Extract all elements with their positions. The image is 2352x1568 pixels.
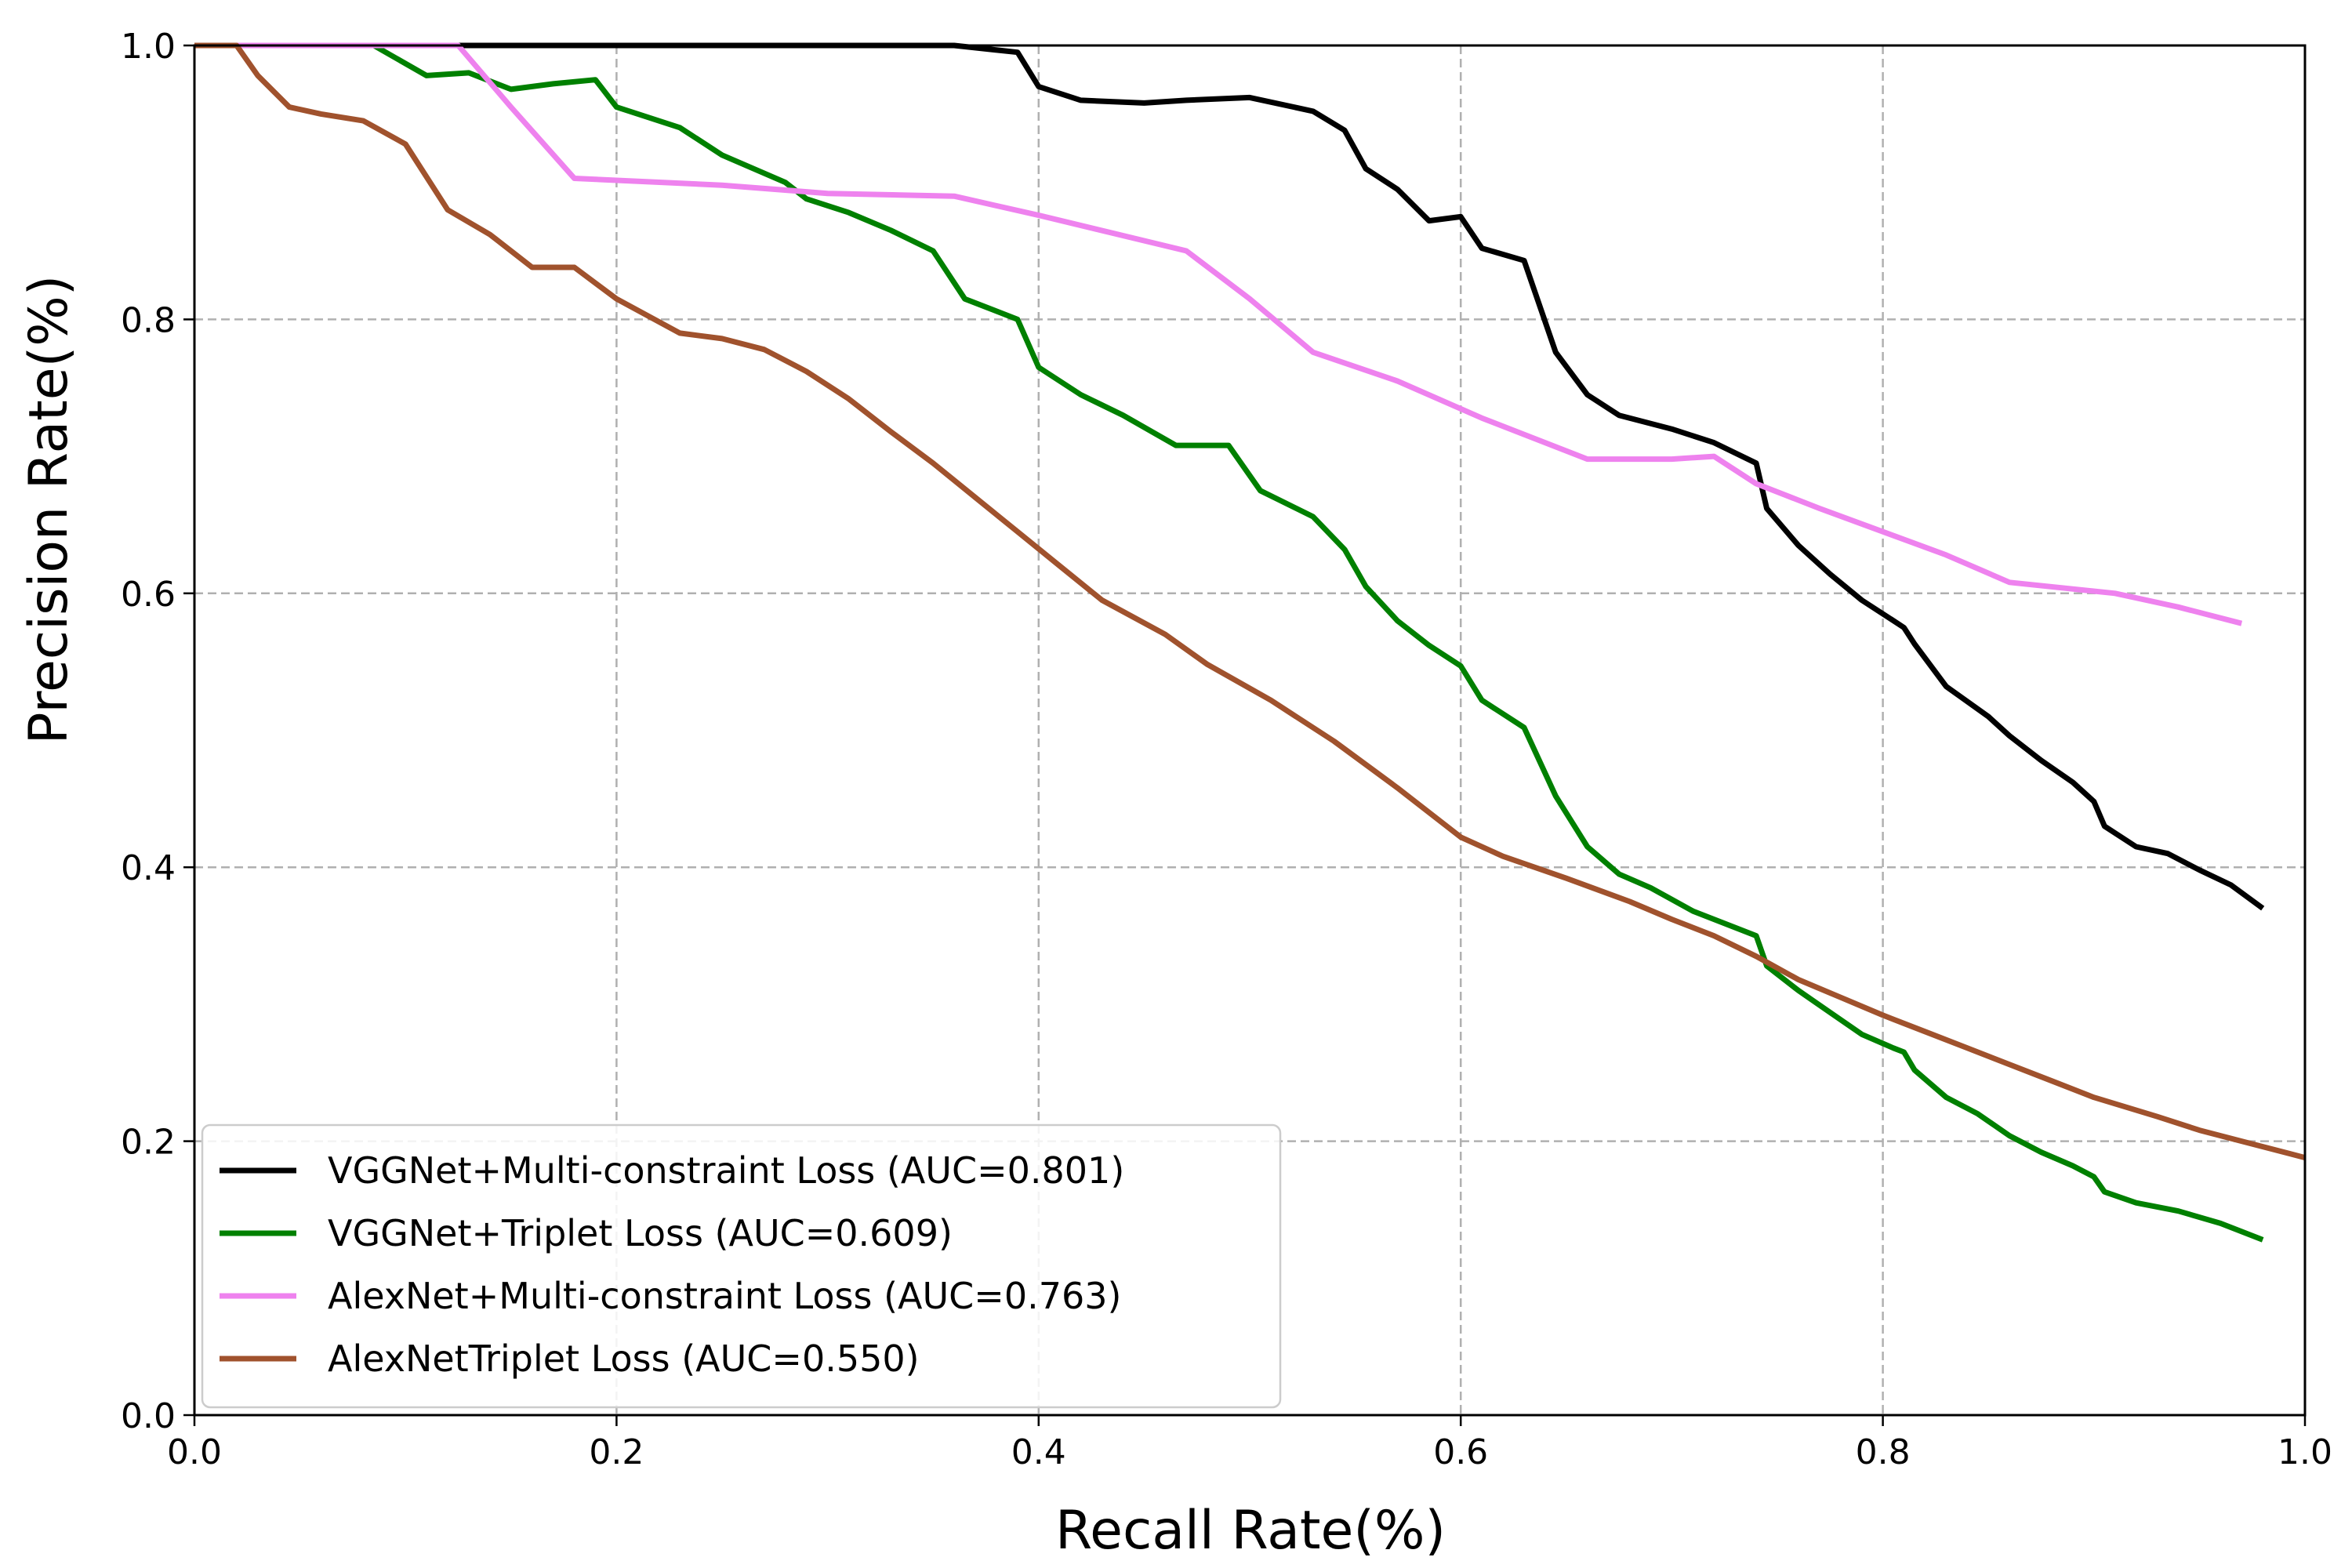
- y-tick-label: 0.0: [121, 1396, 176, 1436]
- axes-layer: [193, 44, 2307, 1417]
- y-tick-label: 1.0: [121, 27, 176, 67]
- series-layer: [194, 42, 2306, 1243]
- x-tick-label: 0.8: [1856, 1432, 1911, 1472]
- series-line-0: [194, 42, 2265, 911]
- legend: VGGNet+Multi-constraint Loss (AUC=0.801)…: [201, 1123, 1282, 1409]
- x-tick-label: 0.2: [589, 1432, 644, 1472]
- legend-entry-1: VGGNet+Triplet Loss (AUC=0.609): [328, 1212, 953, 1254]
- y-axis-label: Precision Rate(%): [18, 275, 80, 745]
- x-tick-label: 0.0: [167, 1432, 222, 1472]
- y-tick-label: 0.2: [121, 1123, 176, 1163]
- y-tick-label: 0.8: [121, 300, 176, 340]
- x-tick-label: 0.4: [1011, 1432, 1066, 1472]
- series-line-2: [194, 42, 2243, 626]
- series-line-1: [194, 42, 2264, 1243]
- legend-entry-0: VGGNet+Multi-constraint Loss (AUC=0.801): [328, 1149, 1124, 1192]
- x-axis-label: Recall Rate(%): [1055, 1500, 1446, 1562]
- y-tick-label: 0.6: [121, 575, 176, 615]
- series-line-3: [194, 42, 2306, 1160]
- y-tick-label: 0.4: [121, 848, 176, 888]
- legend-box: [201, 1123, 1282, 1409]
- x-tick-label: 0.6: [1433, 1432, 1488, 1472]
- x-tick-label: 1.0: [2278, 1432, 2332, 1472]
- ticks-layer: 0.0 0.2 0.4 0.6 0.8 1.0 0.0 0.2 0.4 0.6 0.8 1.0: [121, 27, 2332, 1472]
- legend-entry-2: AlexNet+Multi-constraint Loss (AUC=0.763…: [328, 1275, 1121, 1317]
- legend-entry-3: AlexNetTriplet Loss (AUC=0.550): [328, 1338, 920, 1380]
- plot-frame: [193, 44, 2307, 1417]
